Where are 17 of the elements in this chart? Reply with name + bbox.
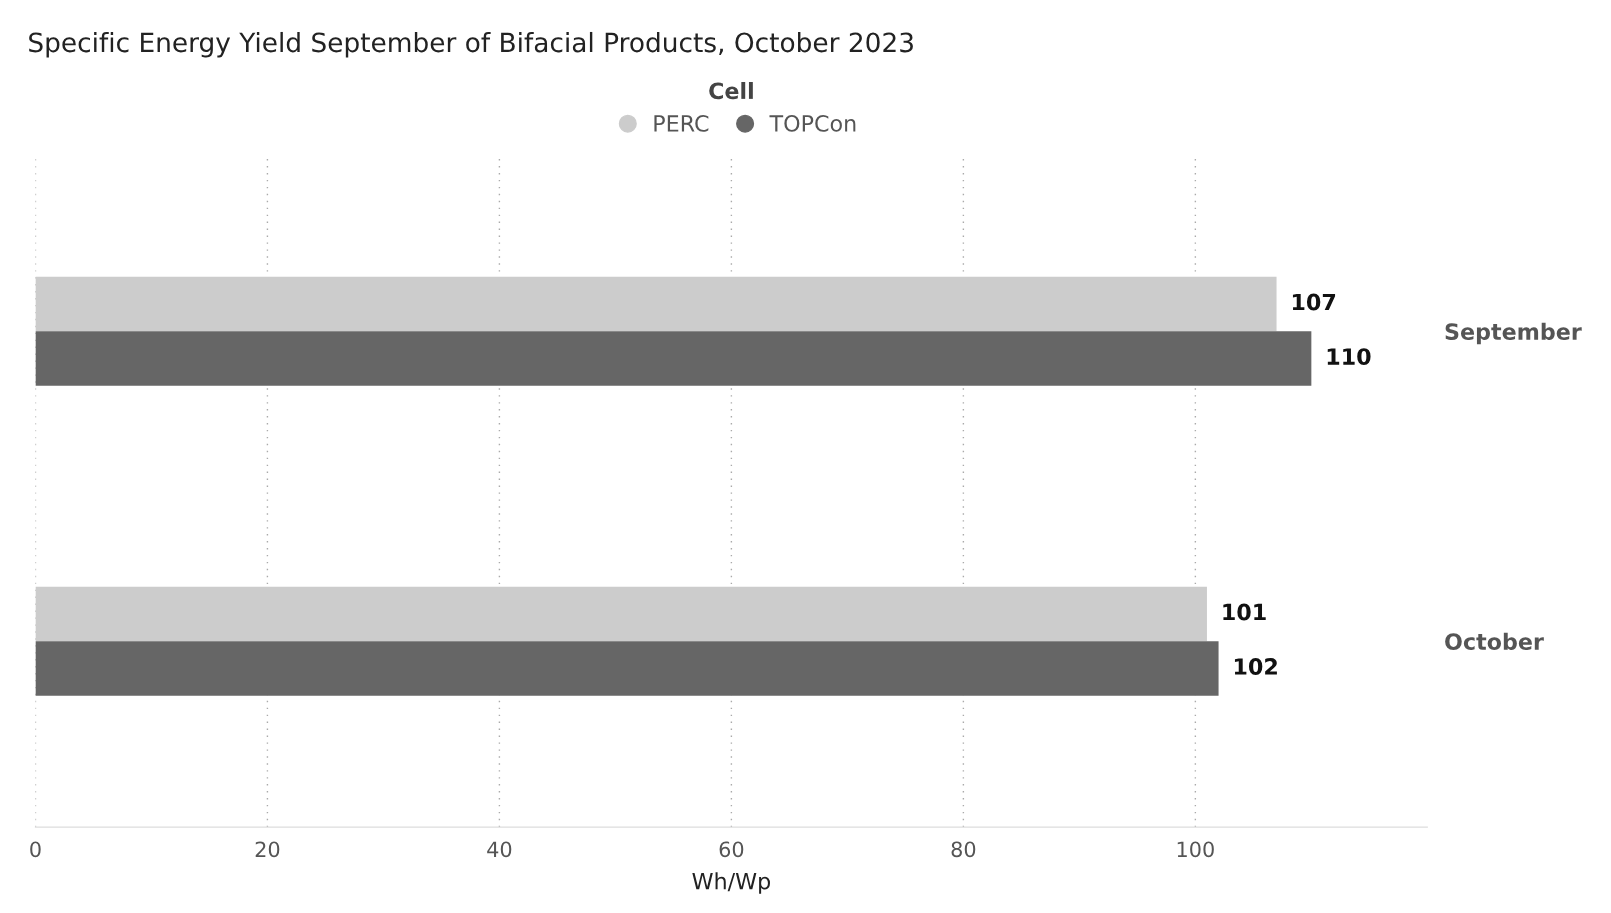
y-tick-label: September: [1445, 322, 1582, 345]
legend-title: Cell: [709, 82, 753, 100]
x-tick-label: 80: [951, 841, 976, 858]
x-tick-label: 0: [30, 841, 41, 858]
x-axis-title: Wh/Wp: [692, 872, 770, 894]
data-label: 110: [1327, 348, 1371, 365]
chart-title: Specific Energy Yield September of Bifacial Products, October 2023: [29, 31, 913, 58]
y-tick-label: October: [1445, 632, 1544, 650]
data-label: 102: [1234, 658, 1277, 675]
x-tick-label: 20: [255, 841, 280, 858]
data-label: 107: [1292, 293, 1336, 311]
data-label: 101: [1223, 603, 1266, 621]
x-tick-label: 40: [487, 841, 512, 858]
legend-label: PERC: [654, 115, 709, 132]
x-tick-label: 100: [1177, 841, 1214, 858]
x-tick-label: 60: [719, 841, 744, 858]
legend-label: TOPCon: [769, 115, 856, 132]
